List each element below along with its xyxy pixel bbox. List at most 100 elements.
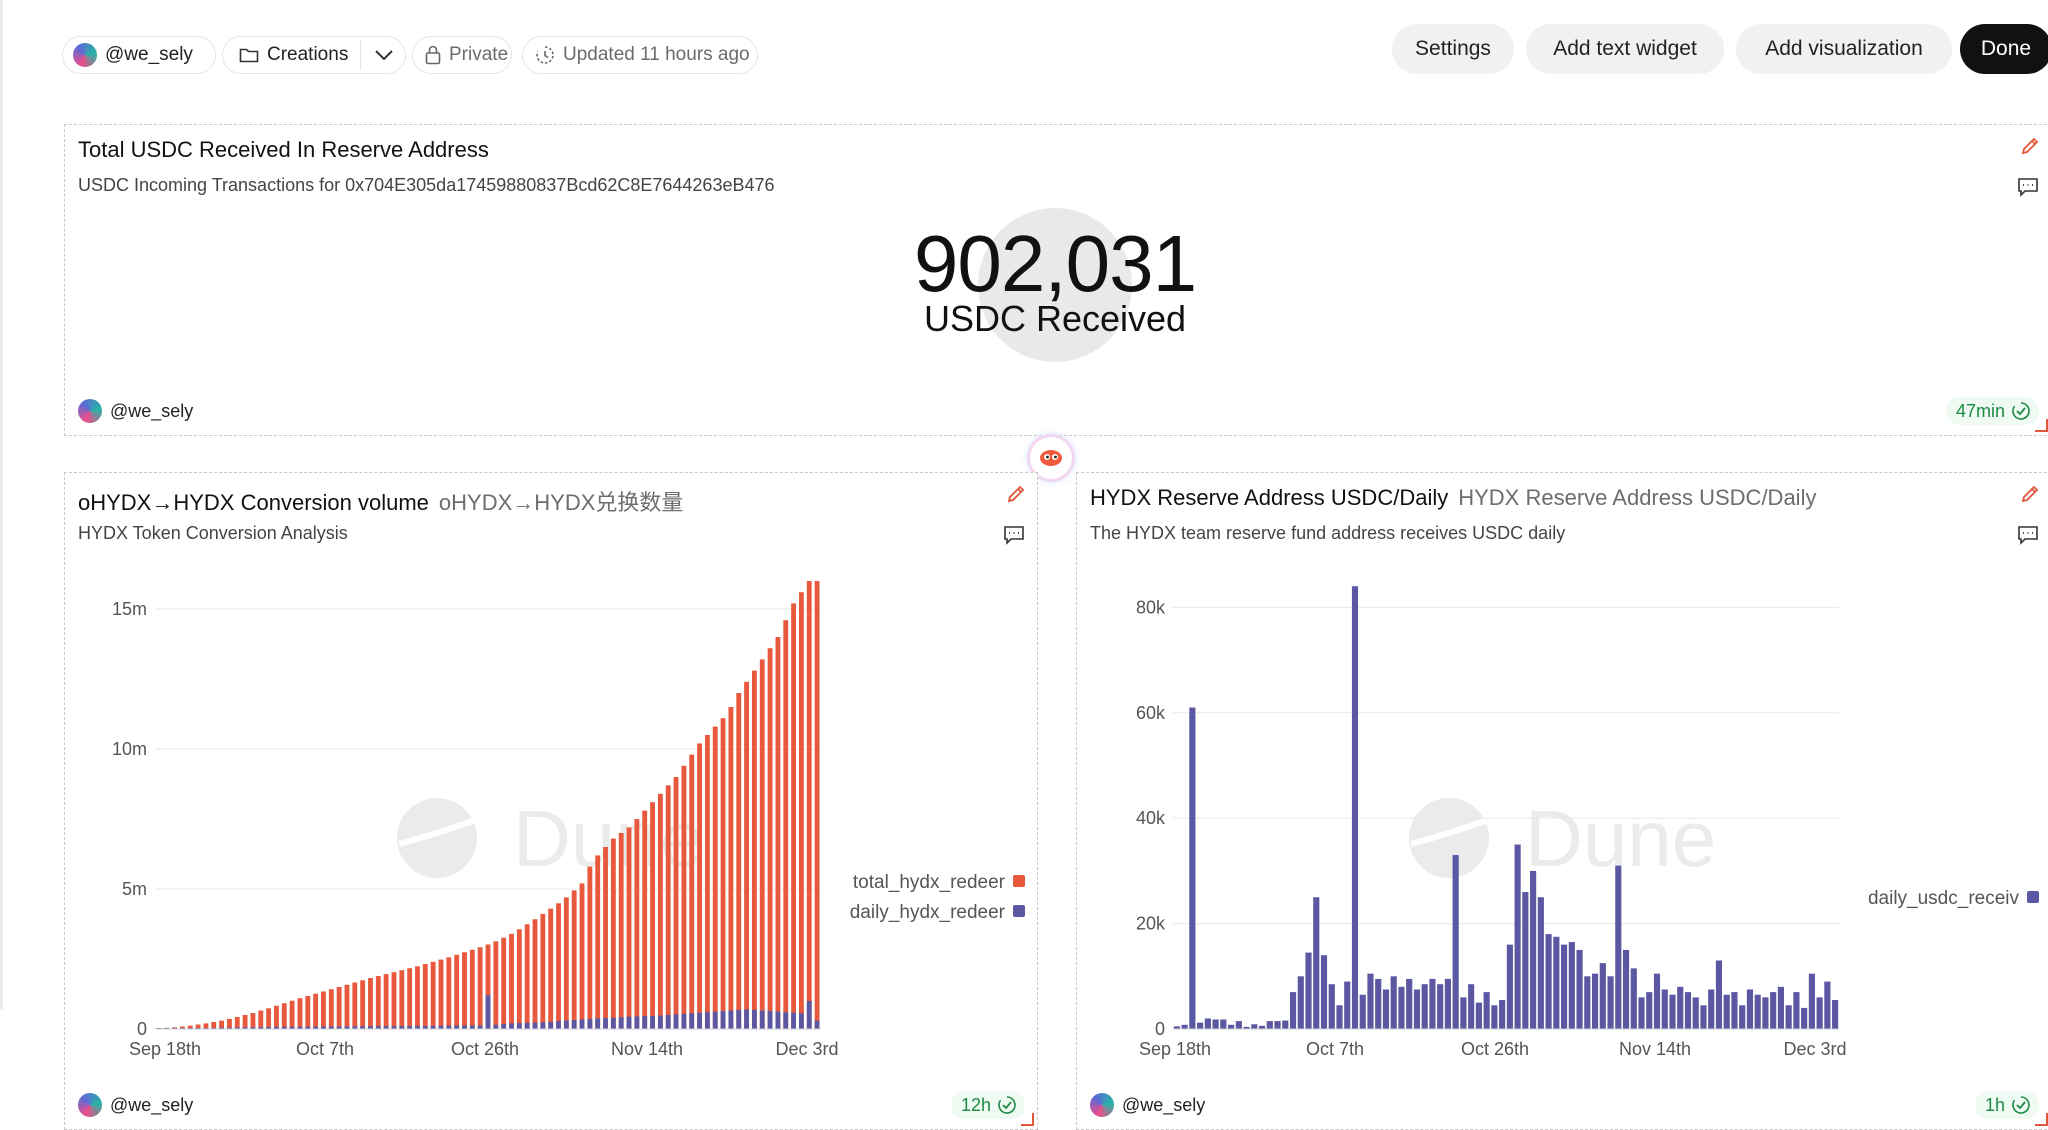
widget-subtitle: USDC Incoming Transactions for 0x704E305… [78,175,775,195]
folder-selector[interactable]: Creations [222,36,406,74]
bar [1638,997,1645,1029]
bar [532,919,538,1029]
bar [321,1026,326,1029]
bar [195,1024,201,1029]
edit-widget-button[interactable] [1005,483,1027,510]
bar [1220,1019,1227,1029]
bar [704,735,710,1029]
edit-widget-button[interactable] [2019,135,2041,162]
pencil-icon [2021,137,2039,155]
bar [618,1017,624,1029]
x-tick-label: Dec 3rd [1783,1039,1846,1059]
bar [1359,994,1366,1029]
bar [1723,994,1730,1029]
privacy-badge[interactable]: Private [412,36,512,74]
bar [1375,978,1382,1029]
bar [227,1027,232,1029]
comment-button[interactable] [1003,525,1025,550]
bar [211,1022,217,1029]
bar [1599,963,1606,1029]
folder-dropdown-button[interactable] [366,40,402,70]
bar [1754,994,1761,1029]
counter-value: 902,031 [913,219,1197,308]
bar [516,1023,522,1029]
bar [650,802,655,1029]
legend-swatch [1013,875,1025,887]
bar [814,1020,820,1029]
bar [524,924,530,1029]
widget-author[interactable]: @we_sely [78,399,193,423]
legend-swatch [2027,891,2039,903]
dune-watermark: Dune [397,794,704,883]
bar [328,989,334,1029]
bar [657,793,663,1029]
bar [336,1026,342,1029]
legend-item: daily_usdc_receiv [1868,888,2039,909]
bar [446,957,452,1029]
bar [313,1026,319,1029]
bar [563,897,569,1029]
bar [477,947,483,1029]
bar [383,1026,389,1029]
bar [234,1016,240,1029]
bar [383,974,389,1029]
bar [736,1009,742,1029]
bar [681,765,687,1029]
bar [305,1026,311,1029]
comment-button[interactable] [2017,177,2039,202]
add-text-widget-button[interactable]: Add text widget [1526,24,1724,74]
bar [1708,989,1715,1029]
resize-handle[interactable] [2033,417,2048,433]
bar [1607,976,1614,1029]
check-circle-icon [2012,1096,2030,1114]
y-tick-label: 5m [122,879,147,899]
dune-logo-stripe [1410,817,1489,847]
add-visualization-button[interactable]: Add visualization [1736,24,1952,74]
conversion-bar-chart: Dune 0 5m 10m 15m Sep 18th Oct 7th Oct 26th Nov … [112,581,1025,1059]
bar [1832,1000,1839,1029]
bar [798,592,804,1029]
settings-button[interactable]: Settings [1392,24,1514,74]
bar [313,993,319,1029]
comment-button[interactable] [2017,525,2039,550]
check-circle-icon [998,1096,1016,1114]
bar [532,1022,538,1029]
legend-item: daily_hydx_redeer [850,902,1025,923]
bar [1731,992,1738,1029]
widget-author[interactable]: @we_sely [1090,1093,1205,1117]
bar [336,987,342,1029]
widget-title-alt: oHYDX→HYDX兑换数量 [438,490,684,515]
bar [728,707,734,1029]
edit-widget-button[interactable] [2019,483,2041,510]
bar [1537,897,1544,1029]
divider [360,40,361,70]
bar [360,1026,366,1029]
widget-author[interactable]: @we_sely [78,1093,193,1117]
avatar [78,1093,102,1117]
bar [610,1017,616,1029]
refresh-badge[interactable]: 47min [1945,397,2039,425]
owner-chip[interactable]: @we_sely [62,36,216,74]
bar [446,1025,452,1029]
resize-handle[interactable] [2033,1111,2048,1127]
bar [368,1026,373,1029]
bar [1274,1021,1281,1029]
bar [798,1013,804,1029]
refresh-badge[interactable]: 12h [950,1091,1025,1119]
resize-handle[interactable] [1019,1111,1035,1127]
bar [642,1016,648,1029]
bar [407,968,413,1029]
avatar [1090,1093,1114,1117]
done-button[interactable]: Done [1960,24,2048,74]
bar [1661,989,1668,1029]
bar [775,1011,781,1029]
widget-subtitle: HYDX Token Conversion Analysis [78,523,348,543]
bar [814,581,820,1029]
bar [1576,949,1583,1029]
bar [1313,897,1320,1029]
bar [1475,1002,1482,1029]
bar [587,866,593,1029]
refresh-badge[interactable]: 1h [1974,1091,2039,1119]
bar [681,1013,687,1029]
y-tick-label: 0 [1155,1019,1165,1039]
